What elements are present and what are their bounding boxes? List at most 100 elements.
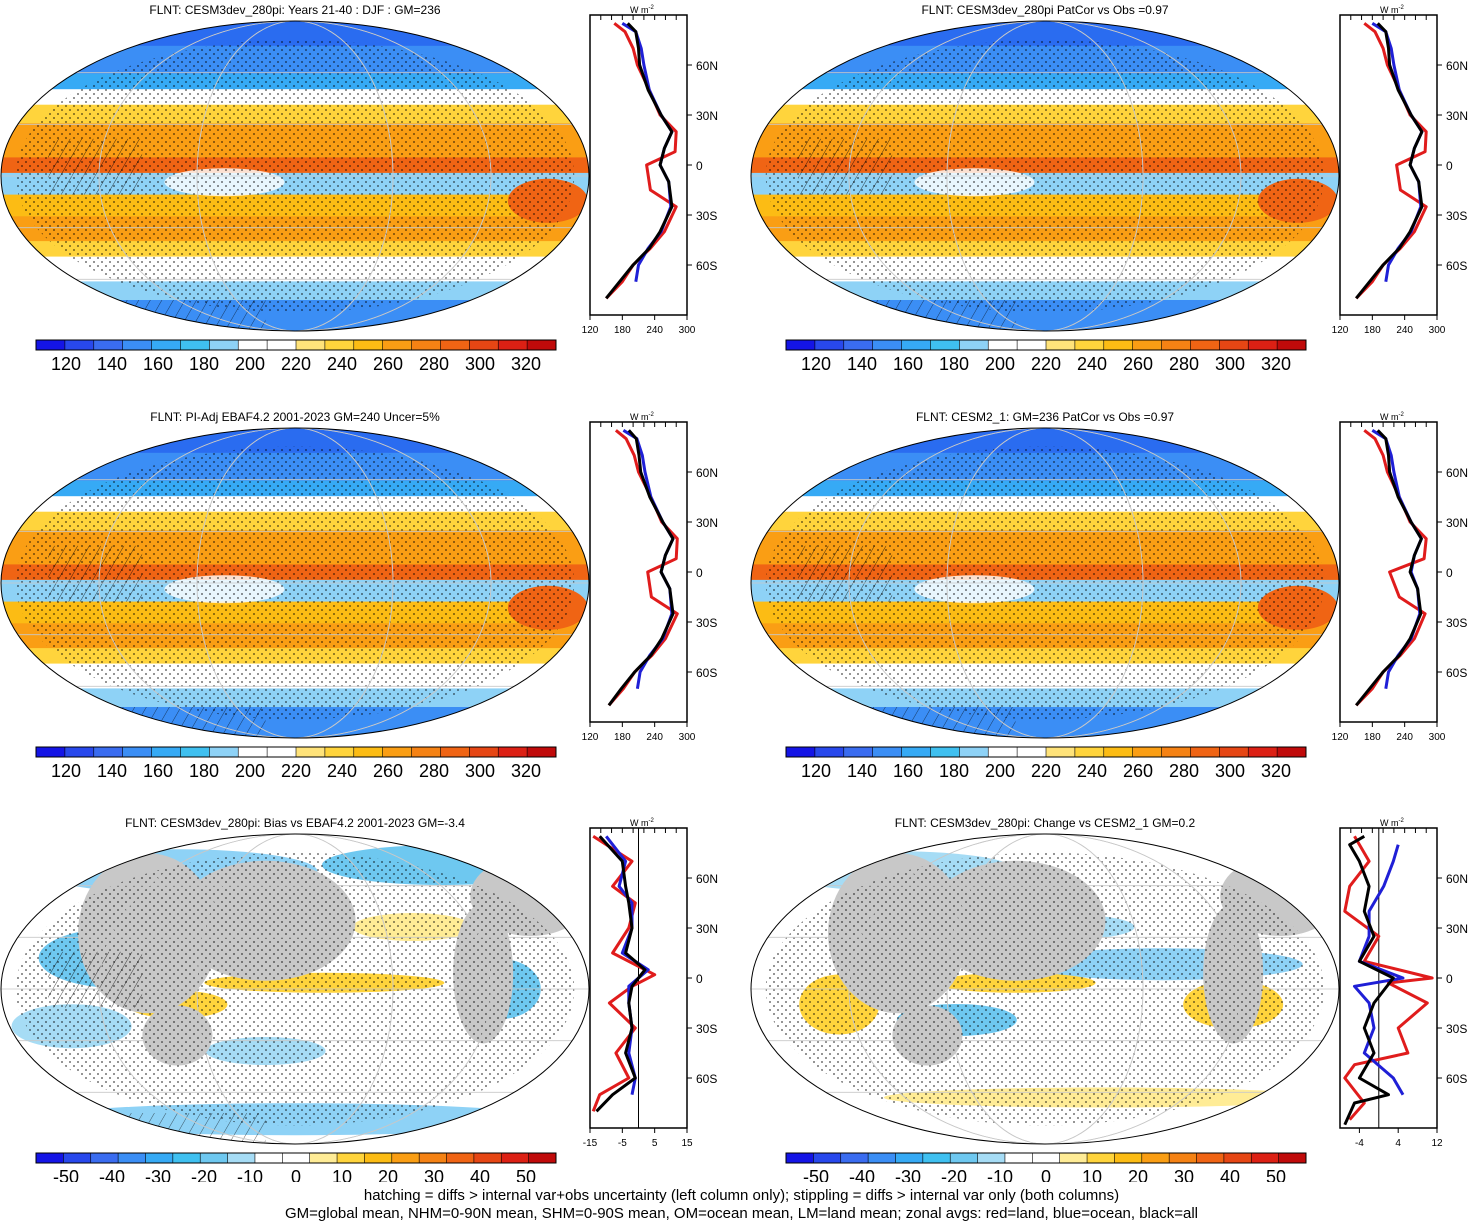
x-tick-label: -4 xyxy=(1355,1138,1364,1149)
panel-p2: FLNT: CESM3dev_280pi PatCor vs Obs =0.97… xyxy=(750,3,1468,374)
colorbar-swatch xyxy=(267,747,297,757)
colorbar-tick-label: 160 xyxy=(893,761,923,781)
x-tick-label: 240 xyxy=(1396,732,1413,743)
map-outline xyxy=(0,833,590,1145)
colorbar-tick-label: 30 xyxy=(1174,1167,1194,1182)
x-tick-label: 300 xyxy=(679,325,696,336)
colorbar-swatch xyxy=(122,747,153,757)
colorbar-swatch xyxy=(814,747,845,757)
colorbar-swatch xyxy=(473,1153,502,1163)
x-tick-label: 180 xyxy=(614,732,631,743)
colorbar-tick-label: 140 xyxy=(847,354,877,374)
colorbar-swatch xyxy=(1103,340,1134,350)
colorbar-swatch xyxy=(1017,340,1047,350)
x-tick-label: 240 xyxy=(1396,325,1413,336)
colorbar-tick-label: 260 xyxy=(373,354,403,374)
y-tick-label: 30N xyxy=(696,109,718,123)
colorbar-swatch xyxy=(36,747,66,757)
colorbar-tick-label: 220 xyxy=(1031,354,1061,374)
colorbar-tick-label: 260 xyxy=(1123,354,1153,374)
x-tick-label: 12 xyxy=(1431,1138,1443,1149)
colorbar-swatch xyxy=(227,1153,256,1163)
colorbar-tick-label: -30 xyxy=(895,1167,921,1182)
colorbar-swatch xyxy=(337,1153,365,1163)
colorbar-swatch xyxy=(501,1153,530,1163)
colorbar-tick-label: 0 xyxy=(291,1167,301,1182)
colorbar-swatch xyxy=(1074,340,1105,350)
colorbar-swatch xyxy=(238,340,268,350)
y-tick-label: 0 xyxy=(1446,972,1453,986)
colorbar-swatch xyxy=(238,747,268,757)
colorbar-swatch xyxy=(840,1153,869,1163)
x-tick-label: -5 xyxy=(618,1138,627,1149)
colorbar-swatch xyxy=(498,340,528,350)
colorbar-swatch xyxy=(151,747,181,757)
colorbar-swatch xyxy=(254,1153,283,1163)
x-tick-label: 180 xyxy=(1364,325,1381,336)
colorbar-swatch xyxy=(901,340,931,350)
colorbar-swatch xyxy=(63,1153,92,1163)
colorbar-tick-label: 20 xyxy=(1128,1167,1148,1182)
series-line-land xyxy=(591,835,657,1112)
colorbar-tick-label: 30 xyxy=(424,1167,444,1182)
colorbar-tick-label: 240 xyxy=(327,761,357,781)
colorbar-swatch xyxy=(1087,1153,1115,1163)
colorbar-tick-label: 120 xyxy=(51,354,81,374)
colorbar-tick-label: 180 xyxy=(189,761,219,781)
colorbar-frame xyxy=(785,339,1307,351)
colorbar-tick-label: 300 xyxy=(1215,761,1245,781)
colorbar-swatch xyxy=(64,747,95,757)
x-tick-label: 120 xyxy=(582,325,599,336)
colorbar-tick-label: -30 xyxy=(145,1167,171,1182)
colorbar-swatch xyxy=(1223,1153,1252,1163)
colorbar-swatch xyxy=(922,1153,951,1163)
colorbar-swatch xyxy=(872,747,903,757)
colorbar-swatch xyxy=(1114,1153,1143,1163)
colorbar-swatch xyxy=(1219,340,1249,350)
y-tick-label: 30N xyxy=(696,922,718,936)
colorbar-swatch xyxy=(282,1153,311,1163)
colorbar-swatch xyxy=(145,1153,174,1163)
colorbar-swatch xyxy=(843,747,874,757)
panel-p6: FLNT: CESM3dev_280pi: Change vs CESM2_1 … xyxy=(750,816,1468,1182)
colorbar-swatch xyxy=(1032,1153,1061,1163)
y-tick-label: 0 xyxy=(696,159,703,173)
colorbar-tick-label: 200 xyxy=(985,354,1015,374)
colorbar-swatch xyxy=(786,747,816,757)
y-tick-label: 30N xyxy=(1446,516,1468,530)
colorbar-tick-label: 160 xyxy=(893,354,923,374)
colorbar-swatch xyxy=(1017,747,1047,757)
colorbar-swatch xyxy=(813,1153,842,1163)
x-tick-label: 120 xyxy=(1332,325,1349,336)
colorbar-swatch xyxy=(528,1153,557,1163)
y-tick-label: 30N xyxy=(696,516,718,530)
y-tick-label: 30N xyxy=(1446,922,1468,936)
colorbar-swatch xyxy=(267,340,297,350)
profile-unit-label: W m-2 xyxy=(1380,818,1404,828)
y-tick-label: 30S xyxy=(696,209,717,223)
series-line-all xyxy=(607,429,675,707)
colorbar-swatch xyxy=(36,340,66,350)
colorbar-tick-label: 240 xyxy=(327,354,357,374)
colorbar-swatch xyxy=(950,1153,979,1163)
panel-title: FLNT: CESM3dev_280pi: Change vs CESM2_1 … xyxy=(895,816,1196,830)
colorbar-swatch xyxy=(93,340,124,350)
y-tick-label: 0 xyxy=(696,972,703,986)
colorbar-swatch xyxy=(382,340,413,350)
colorbar-tick-label: 180 xyxy=(939,354,969,374)
colorbar-swatch xyxy=(382,747,413,757)
colorbar-swatch xyxy=(977,1153,1006,1163)
colorbar-swatch xyxy=(1196,1153,1225,1163)
colorbar-tick-label: 240 xyxy=(1077,761,1107,781)
colorbar-tick-label: 120 xyxy=(801,761,831,781)
colorbar-tick-label: 280 xyxy=(1169,354,1199,374)
profile-unit-label: W m-2 xyxy=(1380,5,1404,15)
colorbar-tick-label: 320 xyxy=(511,354,541,374)
y-tick-label: 30S xyxy=(696,1022,717,1036)
profile-unit-label: W m-2 xyxy=(630,412,654,422)
colorbar-tick-label: 40 xyxy=(1220,1167,1240,1182)
colorbar-tick-label: 220 xyxy=(281,761,311,781)
colorbar-swatch xyxy=(959,747,989,757)
colorbar-swatch xyxy=(843,340,874,350)
x-tick-label: 15 xyxy=(681,1138,693,1149)
